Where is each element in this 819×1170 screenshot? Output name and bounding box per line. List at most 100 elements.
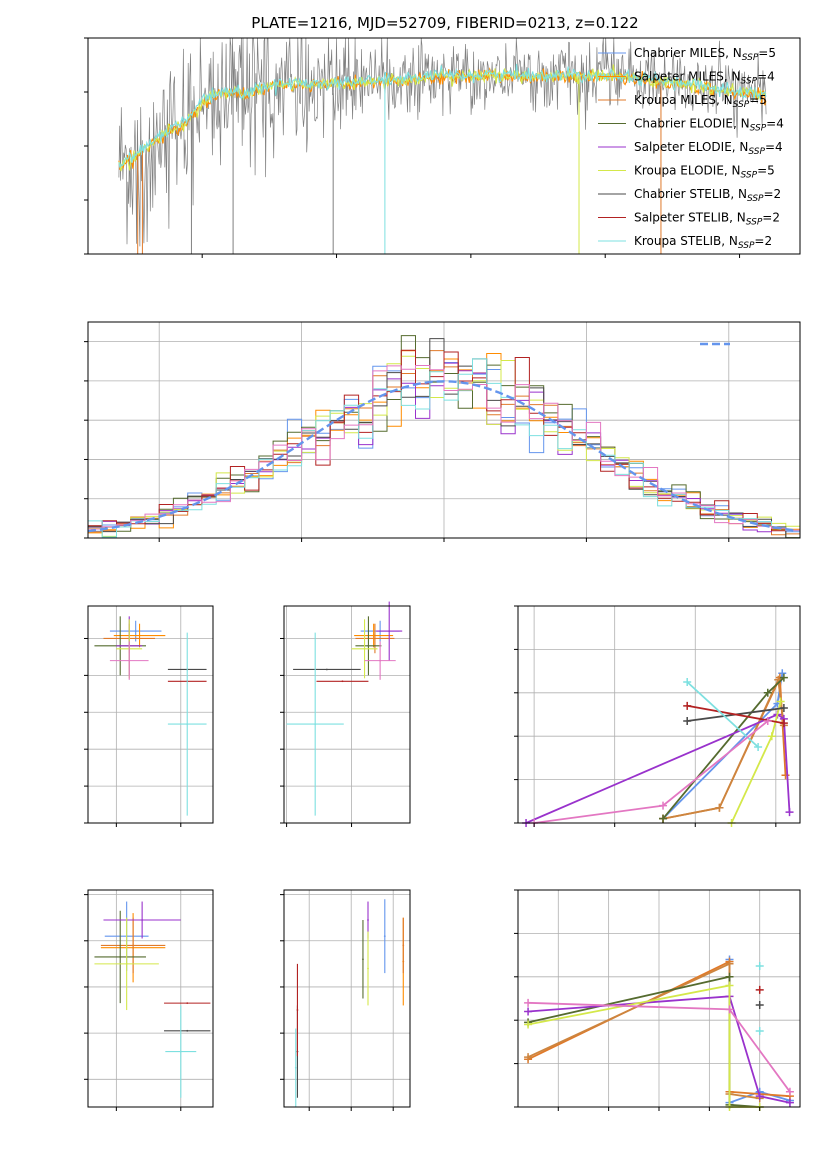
legend-entry: Kroupa ELODIE, NSSP=5: [634, 164, 775, 181]
series-marker: [755, 1092, 764, 1101]
legend-label: Kroupa STELIB, N: [634, 234, 738, 248]
spectrum-model-line: [118, 63, 767, 168]
data-point: [141, 919, 144, 921]
data-point: [363, 647, 366, 650]
data-point: [128, 659, 131, 662]
mass-weight-vs-age-panel: [514, 605, 801, 827]
legend-suffix: =2: [764, 187, 782, 201]
legend-suffix: =2: [754, 234, 772, 248]
legend-subscript: SSP: [747, 194, 764, 204]
plot-frame: [517, 605, 801, 824]
series-marker: [779, 719, 788, 728]
legend-label: Chabrier MILES, N: [634, 46, 742, 60]
data-point: [367, 644, 370, 647]
legend-subscript: SSP: [742, 53, 759, 63]
series-marker: [715, 803, 724, 812]
series-marker: [754, 743, 763, 752]
legend-suffix: =2: [762, 211, 780, 225]
legend-entry: Chabrier MILES, NSSP=5: [634, 46, 776, 63]
data-point: [362, 958, 364, 961]
data-point: [119, 956, 122, 958]
data-point: [125, 962, 128, 965]
data-point: [186, 1002, 189, 1005]
spectrum-model-line: [118, 64, 767, 172]
series-marker: [755, 1001, 764, 1010]
legend-label: Salpeter ELODIE, N: [634, 140, 748, 154]
legend-entry: Salpeter STELIB, NSSP=2: [634, 211, 780, 228]
series-line: [730, 701, 782, 824]
legend-entry: Chabrier ELODIE, NSSP=4: [634, 117, 784, 134]
series-marker: [785, 1087, 794, 1096]
legend-subscript: SSP: [748, 147, 765, 157]
series-marker: [779, 673, 788, 682]
data-point: [138, 634, 141, 637]
data-point: [296, 1009, 299, 1011]
series-marker: [763, 717, 772, 726]
series-marker: [763, 688, 772, 697]
age-vs-metallicity-panel: [84, 605, 214, 827]
series-marker: [785, 808, 794, 817]
legend-subscript: SSP: [746, 218, 763, 228]
plot-frame: [87, 605, 214, 824]
data-point: [294, 1066, 297, 1069]
plot-frame: [87, 889, 214, 1108]
data-point: [367, 967, 369, 970]
data-point: [402, 944, 405, 947]
series-marker: [776, 697, 785, 706]
legend-entry: Salpeter ELODIE, NSSP=4: [634, 140, 783, 157]
histogram-step-line: [88, 358, 800, 538]
series-marker: [755, 1027, 764, 1036]
series-marker: [524, 1007, 533, 1016]
legend-suffix: =5: [749, 93, 767, 107]
series-line: [525, 713, 791, 824]
data-point: [379, 659, 382, 662]
mass-vs-extinction-panel: [280, 889, 411, 1111]
series-marker: [779, 703, 788, 712]
series-line: [527, 962, 760, 1100]
series-marker: [725, 972, 734, 981]
series-line: [528, 995, 791, 1104]
series-marker: [683, 701, 692, 710]
series-marker: [524, 998, 533, 1007]
series-marker: [683, 677, 692, 686]
legend-label: Kroupa ELODIE, N: [634, 164, 741, 178]
legend-subscript: SSP: [733, 100, 750, 110]
histogram-step-line: [88, 349, 800, 532]
data-point: [325, 668, 328, 671]
series-marker: [659, 814, 668, 823]
data-point: [372, 634, 375, 637]
series-marker: [785, 1098, 794, 1107]
series-marker: [755, 961, 764, 970]
series-marker: [683, 717, 692, 726]
legend-suffix: =4: [757, 70, 775, 84]
age-vs-mass-panel: [280, 601, 411, 827]
legend-suffix: =5: [758, 46, 776, 60]
legend-subscript: SSP: [750, 124, 767, 134]
residual-histogram-panel: [84, 321, 801, 542]
series-marker: [767, 732, 776, 741]
normal-curve-line: [87, 380, 798, 533]
series-marker: [725, 959, 734, 968]
data-point: [132, 944, 135, 947]
legend-label: Salpeter STELIB, N: [634, 211, 746, 225]
data-point: [383, 935, 386, 938]
legend-entry: Kroupa MILES, NSSP=5: [634, 93, 767, 110]
data-point: [388, 630, 391, 632]
series-marker: [524, 1053, 533, 1062]
mass-vs-metallicity-panel: [84, 889, 214, 1111]
plot-frame: [283, 889, 411, 1108]
mass-weight-vs-metallicity-panel: [514, 889, 801, 1111]
series-marker: [725, 1005, 734, 1014]
legend-subscript: SSP: [741, 77, 758, 87]
series-marker: [725, 981, 734, 990]
data-point: [186, 1029, 189, 1032]
legend-subscript: SSP: [738, 241, 755, 251]
legend-label: Chabrier STELIB, N: [634, 187, 747, 201]
data-point: [341, 680, 344, 683]
data-point: [374, 637, 376, 640]
legend-entry: Kroupa STELIB, NSSP=2: [634, 234, 772, 251]
legend-label: Salpeter MILES, N: [634, 70, 741, 84]
series-line: [686, 681, 759, 748]
